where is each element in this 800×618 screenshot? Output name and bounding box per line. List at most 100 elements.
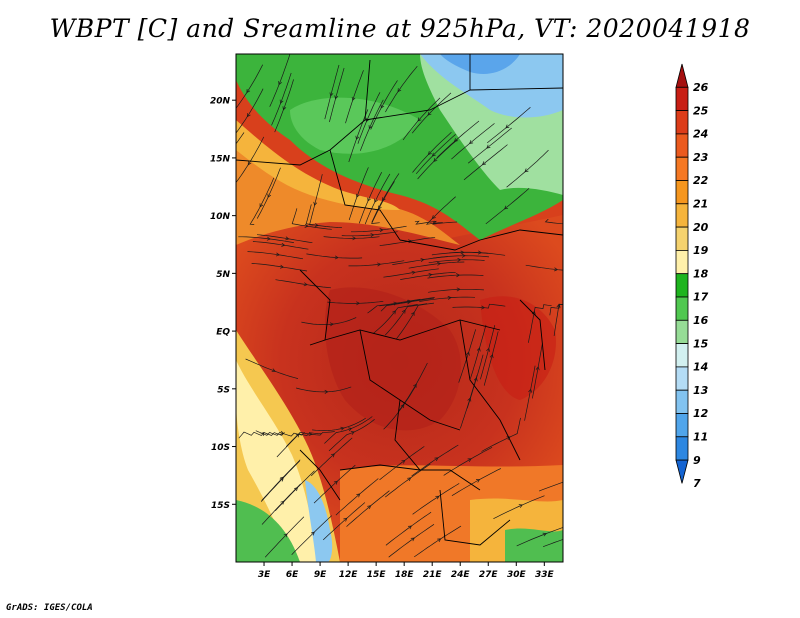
colorbar-label: 16 — [693, 314, 709, 327]
streamline-arrow — [489, 353, 494, 359]
streamline-arrow — [437, 538, 442, 543]
streamline-arrow — [352, 236, 357, 241]
colorbar-label: 23 — [693, 151, 709, 164]
country-borders — [236, 54, 563, 546]
streamline — [324, 64, 340, 120]
streamline-arrow — [456, 287, 461, 292]
map-frame — [235, 53, 564, 563]
streamline-arrow — [504, 205, 509, 210]
streamline-arrow — [246, 113, 251, 118]
streamline — [345, 70, 364, 124]
streamline — [384, 303, 428, 336]
streamline — [467, 127, 512, 164]
streamline — [412, 132, 452, 173]
colorbar-segment — [675, 110, 689, 135]
lon-tick-label: 33E — [535, 570, 555, 580]
colorbar-label: 21 — [693, 198, 708, 211]
longitude-axis: 3E 6E 9E 12E 15E 18E 21E 24E 27E 30E 33E — [258, 562, 555, 580]
streamline — [346, 490, 390, 527]
streamline-arrow — [427, 151, 432, 156]
lat-tick-label: 15N — [210, 154, 231, 164]
streamline — [291, 208, 332, 230]
streamline-arrow — [407, 239, 413, 244]
streamline-arrow — [432, 220, 437, 225]
streamline — [312, 417, 366, 431]
streamline-arrow — [340, 426, 345, 431]
lat-tick-label: 5S — [217, 385, 230, 395]
lon-tick-label: 18E — [395, 570, 415, 580]
streamline-arrow — [476, 479, 481, 483]
south-blue-patch — [305, 480, 333, 562]
streamline-arrow — [476, 347, 481, 352]
streamline-arrow — [436, 261, 442, 266]
streamline — [301, 317, 357, 325]
streamline-arrow — [378, 205, 382, 210]
streamline-arrow — [506, 436, 511, 441]
streamline — [367, 298, 421, 314]
colorbar-label: 13 — [693, 384, 709, 397]
colorbar-label: 25 — [693, 104, 709, 117]
streamline-arrow — [246, 88, 251, 94]
streamline — [276, 432, 322, 458]
colorbar-label: 24 — [693, 128, 708, 141]
lon-tick-label: 15E — [367, 570, 387, 580]
streamline-arrow — [417, 117, 422, 122]
streamline — [402, 97, 441, 141]
streamline-arrow — [535, 366, 540, 371]
colorbar-segment — [675, 296, 689, 321]
streamline-arrow — [266, 236, 271, 241]
colorbar-label: 18 — [693, 267, 709, 280]
streamline-arrow — [542, 532, 547, 537]
colorbar-segment — [675, 180, 689, 205]
streamline-arrow — [350, 431, 355, 435]
colorbar-segment — [675, 389, 689, 414]
streamline-arrow — [453, 138, 458, 142]
streamline — [371, 181, 395, 224]
streamline — [388, 524, 435, 558]
streamline-arrow — [280, 500, 285, 505]
colorbar-segment — [675, 226, 689, 251]
colorbar-segment — [675, 413, 689, 438]
streamline — [480, 325, 496, 380]
north-east-blue-zone — [420, 54, 563, 118]
streamline-arrow — [334, 95, 339, 100]
streamline-arrow — [431, 152, 436, 157]
colorbar-segment — [675, 319, 689, 344]
streamline — [313, 464, 356, 504]
streamline — [431, 252, 488, 256]
streamline-arrow — [407, 477, 412, 482]
streamline-arrow — [367, 197, 371, 202]
lat-tick-label: 10S — [211, 443, 230, 453]
lon-tick-label: 27E — [479, 570, 499, 580]
streamline-arrow — [348, 427, 353, 432]
grads-credit: GrADS: IGES/COLA — [6, 603, 93, 613]
streamline — [370, 80, 398, 130]
lat-tick-label: 20N — [210, 97, 231, 107]
streamline — [525, 264, 563, 271]
streamline — [549, 303, 563, 316]
streamline — [516, 527, 563, 547]
streamline-arrow — [461, 253, 466, 258]
streamline-arrow — [329, 322, 334, 327]
streamline — [371, 173, 400, 223]
streamline — [413, 525, 462, 558]
streamline-arrow — [481, 305, 486, 310]
streamline — [348, 260, 405, 267]
streamline-arrow — [570, 536, 573, 539]
streamline-arrow — [465, 351, 470, 356]
streamline — [328, 419, 375, 452]
south-west-pale-zone — [236, 360, 318, 562]
lon-tick-label: 9E — [314, 570, 327, 580]
streamline — [436, 120, 480, 159]
streamline-arrow — [427, 111, 432, 116]
streamline — [419, 296, 476, 302]
streamline-arrow — [447, 295, 452, 300]
streamline — [252, 241, 309, 250]
streamline-arrow — [367, 505, 372, 510]
streamline-arrow — [313, 201, 318, 207]
lon-tick-label: 12E — [339, 570, 359, 580]
streamline-arrow — [294, 487, 299, 492]
streamline — [443, 446, 493, 476]
streamline-arrow — [333, 480, 338, 485]
streamline — [357, 92, 381, 144]
